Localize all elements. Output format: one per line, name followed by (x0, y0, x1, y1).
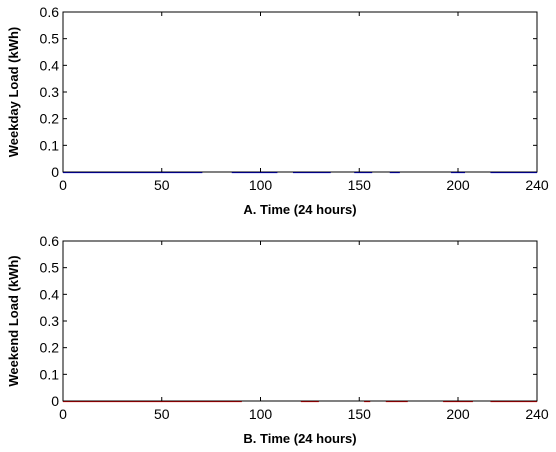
x-tick-label: 100 (249, 406, 273, 422)
y-axis-label: Weekend Load (kWh) (6, 255, 21, 386)
chart-panel-b: 0 50 100 150 200 240 0 0.1 0.2 0.3 0.4 0.5 0.6 B. Tim… (6, 233, 549, 446)
x-axis-label: A. Time (24 hours) (243, 202, 356, 217)
x-tick-label: 240 (525, 406, 549, 422)
x-tick-label: 150 (348, 406, 372, 422)
x-tick-label: 150 (348, 177, 372, 193)
y-tick-label: 0.4 (40, 286, 60, 302)
x-tick-label: 0 (59, 177, 67, 193)
y-tick-label: 0.6 (40, 4, 60, 20)
y-tick-label: 0.1 (40, 366, 60, 382)
x-tick-label: 200 (446, 177, 470, 193)
plot-frame (62, 11, 538, 173)
x-tick-label: 200 (446, 406, 470, 422)
y-tick-label: 0 (51, 164, 59, 180)
y-tick-label: 0.5 (40, 260, 60, 276)
y-tick-label: 0.2 (40, 340, 60, 356)
x-tick-label: 50 (154, 406, 170, 422)
y-tick-label: 0.1 (40, 137, 60, 153)
x-tick-label: 0 (59, 406, 67, 422)
x-tick-label: 100 (249, 177, 273, 193)
x-tick-label: 240 (525, 177, 549, 193)
y-tick-label: 0 (51, 393, 59, 409)
plot-frame (62, 240, 538, 402)
y-tick-label: 0.3 (40, 84, 60, 100)
x-tick-label: 50 (154, 177, 170, 193)
y-tick-label: 0.6 (40, 233, 60, 249)
x-axis-label: B. Time (24 hours) (243, 431, 356, 446)
y-tick-label: 0.5 (40, 31, 60, 47)
chart-panel-a: 0 50 100 150 200 240 0 0.1 0.2 0.3 0.4 0.5 0.6 A. Tim… (6, 4, 549, 217)
y-tick-label: 0.3 (40, 313, 60, 329)
y-axis-label: Weekday Load (kWh) (6, 27, 21, 158)
y-tick-label: 0.4 (40, 57, 60, 73)
y-tick-label: 0.2 (40, 111, 60, 127)
